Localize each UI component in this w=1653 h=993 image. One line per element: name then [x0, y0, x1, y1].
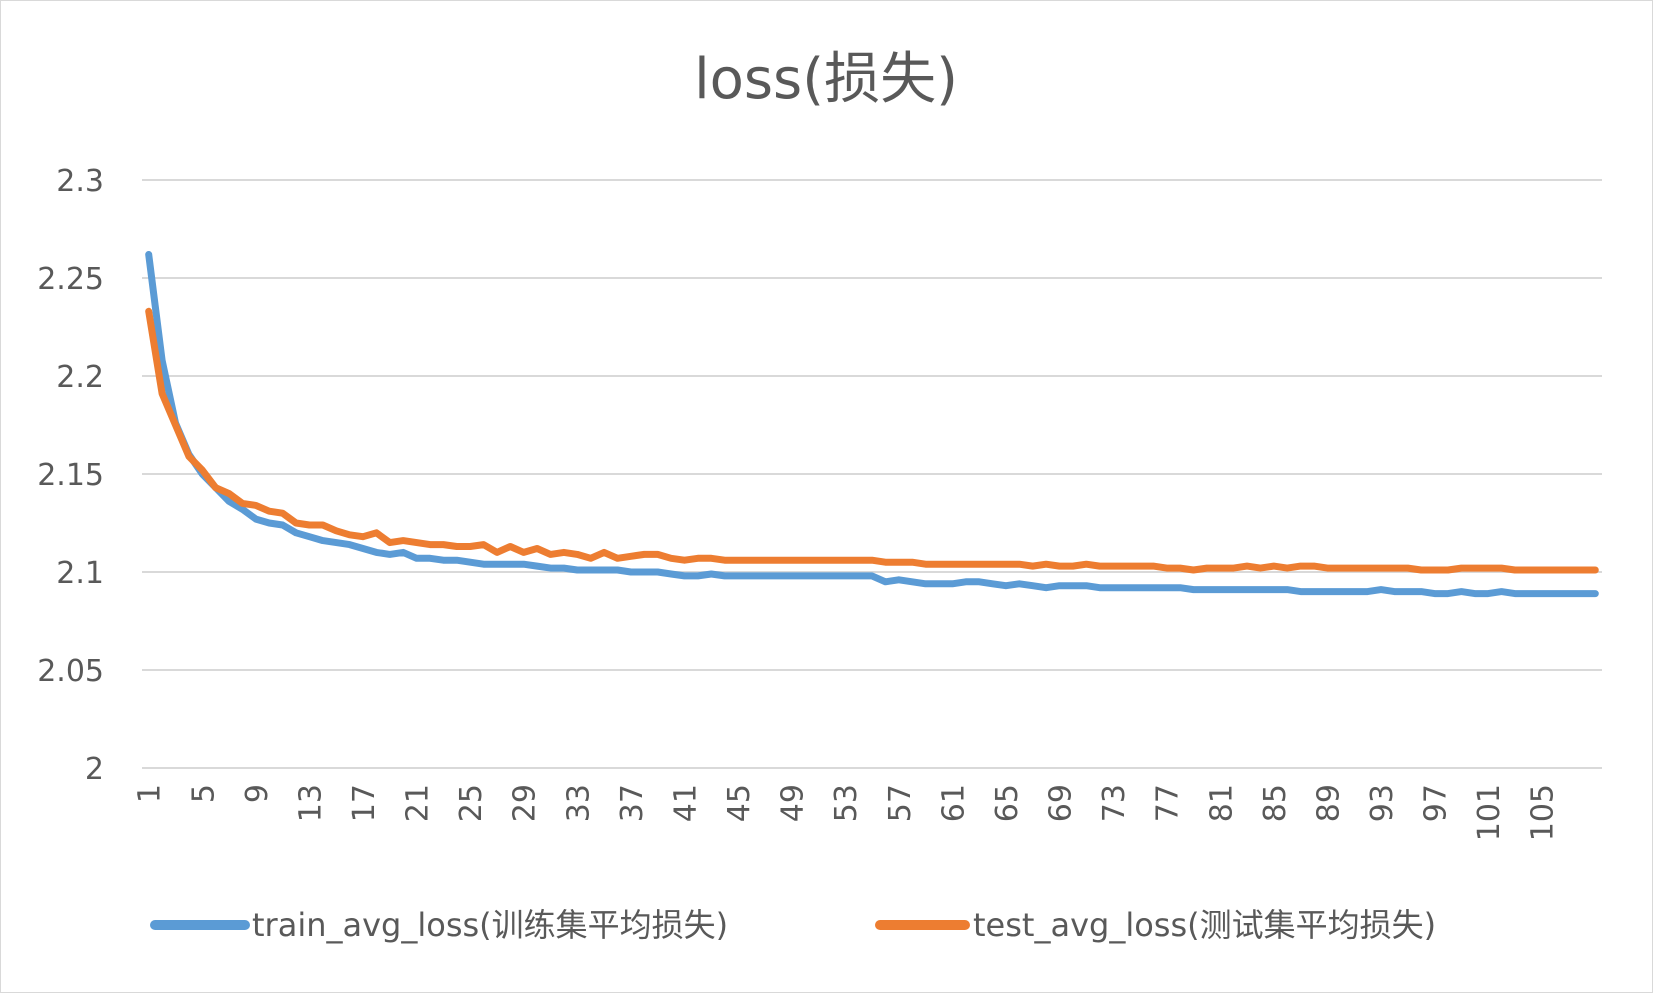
y-tick-label: 2.3	[56, 164, 104, 199]
x-axis-ticks: 1 5 9 13 17 21 25 29 33 37 41 45 49 53 57 61 65 69 73 77 81 8…	[133, 784, 1561, 841]
x-tick-label: 93	[1365, 784, 1400, 822]
x-tick-label: 45	[722, 784, 757, 822]
x-tick-label: 77	[1151, 784, 1186, 822]
x-tick-label: 21	[401, 784, 436, 822]
x-tick-label: 13	[293, 784, 328, 822]
x-tick-label: 53	[829, 784, 864, 822]
x-tick-label: 41	[668, 784, 703, 822]
legend: train_avg_loss(训练集平均损失) test_avg_loss(测试…	[150, 906, 1436, 944]
y-tick-label: 2.2	[56, 360, 104, 395]
x-tick-label: 17	[347, 784, 382, 822]
x-tick-label: 73	[1097, 784, 1132, 822]
chart-title: loss(损失)	[694, 47, 958, 112]
x-tick-label: 5	[186, 784, 221, 803]
x-tick-label: 69	[1044, 784, 1079, 822]
y-tick-label: 2.25	[37, 262, 104, 297]
x-tick-label: 97	[1419, 784, 1454, 822]
series-line-test	[145, 307, 1599, 574]
x-tick-label: 81	[1204, 784, 1239, 822]
x-tick-label: 1	[133, 784, 168, 803]
x-tick-label: 57	[883, 784, 918, 822]
y-tick-label: 2.15	[37, 458, 104, 493]
x-tick-label: 25	[454, 784, 489, 822]
x-tick-label: 85	[1258, 784, 1293, 822]
x-tick-label: 9	[240, 784, 275, 803]
y-tick-label: 2.1	[56, 556, 104, 591]
y-tick-label: 2	[85, 752, 104, 787]
x-tick-label: 37	[615, 784, 650, 822]
x-tick-label: 105	[1526, 784, 1561, 841]
x-tick-label: 61	[936, 784, 971, 822]
series-lines	[145, 251, 1599, 598]
gridlines	[142, 179, 1602, 769]
y-tick-label: 2.05	[37, 654, 104, 689]
x-tick-label: 49	[776, 784, 811, 822]
x-tick-label: 33	[561, 784, 596, 822]
x-tick-label: 65	[990, 784, 1025, 822]
x-tick-label: 89	[1311, 784, 1346, 822]
legend-label-train: train_avg_loss(训练集平均损失)	[252, 906, 728, 944]
legend-label-test: test_avg_loss(测试集平均损失)	[973, 906, 1436, 944]
y-axis-ticks: 2 2.05 2.1 2.15 2.2 2.25 2.3	[37, 164, 104, 787]
x-tick-label: 29	[508, 784, 543, 822]
x-tick-label: 101	[1472, 784, 1507, 841]
series-line-train	[145, 251, 1599, 598]
